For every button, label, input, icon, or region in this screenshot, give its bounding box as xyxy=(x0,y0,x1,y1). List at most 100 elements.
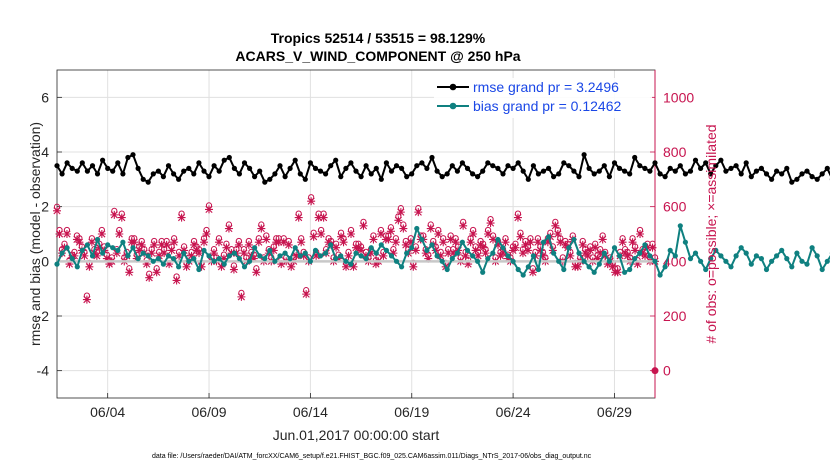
obs-assimilated-marker xyxy=(82,295,91,304)
rmse-point xyxy=(287,165,293,171)
rmse-point xyxy=(84,168,90,174)
obs-assimilated-marker xyxy=(204,205,213,214)
obs-assimilated-marker xyxy=(147,249,156,258)
obs-count-point xyxy=(160,246,169,258)
rmse-point xyxy=(475,174,481,180)
obs-count-point xyxy=(486,215,495,228)
rmse-point xyxy=(505,163,511,169)
obs-assimilated-marker xyxy=(117,213,126,222)
bias-point xyxy=(606,258,613,264)
bias-point xyxy=(677,223,683,229)
obs-assimilated-marker xyxy=(461,251,470,260)
rmse-point xyxy=(601,163,607,169)
obs-assimilated-marker xyxy=(593,254,602,263)
obs-count-point xyxy=(518,246,527,258)
rmse-point xyxy=(515,160,521,166)
bias-point xyxy=(464,247,471,253)
obs-assimilated-marker xyxy=(257,224,266,233)
rmse-point xyxy=(490,163,496,169)
obs-assimilated-marker xyxy=(249,254,258,263)
obs-assimilated-marker xyxy=(513,213,522,222)
y-tick-label: -2 xyxy=(37,308,50,324)
obs-count-point xyxy=(434,226,443,238)
obs-assimilated-marker xyxy=(319,213,328,222)
bias-point xyxy=(155,256,161,262)
obs-count-point xyxy=(459,218,468,230)
bias-point xyxy=(819,266,825,273)
obs-assimilated-marker xyxy=(209,249,218,258)
bias-point xyxy=(470,253,476,259)
obs-assimilated-marker xyxy=(553,230,562,238)
rmse-point xyxy=(637,163,643,169)
rmse-point xyxy=(540,168,547,174)
obs-assimilated-marker xyxy=(596,249,605,258)
obs-assimilated-marker xyxy=(182,262,191,271)
rmse-point xyxy=(551,174,557,180)
bias-point xyxy=(404,250,410,256)
bias-point xyxy=(262,256,268,262)
rmse-point xyxy=(383,160,389,166)
bias-point xyxy=(399,264,405,270)
rmse-point xyxy=(252,174,258,180)
bias-point xyxy=(69,256,75,262)
bias-point xyxy=(191,256,197,262)
bias-point xyxy=(769,258,775,264)
rmse-point xyxy=(546,165,552,171)
bias-point xyxy=(130,245,136,251)
obs-assimilated-marker xyxy=(613,268,622,277)
obs-assimilated-marker xyxy=(75,238,84,247)
obs-assimilated-marker xyxy=(494,240,503,249)
obs-assimilated-marker xyxy=(279,238,288,247)
y-tick-label: -4 xyxy=(37,363,50,379)
obs-count-point xyxy=(284,237,293,249)
rmse-point xyxy=(226,154,232,161)
legend-bias-label: bias grand pr = 0.12462 xyxy=(473,98,621,114)
obs-count-point xyxy=(513,210,522,222)
rmse-point xyxy=(728,165,734,171)
obs-assimilated-marker xyxy=(299,251,308,260)
obs-assimilated-marker xyxy=(229,265,238,274)
bias-point xyxy=(642,242,648,248)
obs-assimilated-marker xyxy=(237,292,246,301)
obs-assimilated-marker xyxy=(244,240,253,249)
bias-point xyxy=(59,250,65,256)
obs-count-point xyxy=(55,226,64,238)
obs-assimilated-marker xyxy=(409,262,418,271)
rmse-point xyxy=(64,160,70,166)
obs-assimilated-marker xyxy=(501,238,510,247)
obs-assimilated-marker xyxy=(60,243,69,252)
rmse-point xyxy=(171,171,177,177)
bias-point xyxy=(692,250,699,256)
bias-point xyxy=(784,256,790,262)
rmse-point xyxy=(439,174,445,180)
rmse-point xyxy=(591,171,597,177)
rmse-point xyxy=(348,160,354,166)
bias-point xyxy=(247,258,253,264)
obs-count-point xyxy=(200,235,209,247)
obs-assimilated-marker xyxy=(175,251,184,260)
obs-count-point xyxy=(152,265,161,277)
obs-count-point xyxy=(586,243,595,255)
obs-count-point xyxy=(204,202,213,214)
bias-point xyxy=(383,247,389,253)
bias-point xyxy=(317,253,324,259)
obs-assimilated-marker xyxy=(359,221,368,230)
rmse-point xyxy=(353,168,359,174)
rmse-point xyxy=(393,163,400,169)
obs-assimilated-marker xyxy=(307,197,316,206)
bias-point xyxy=(358,253,364,259)
rmse-point xyxy=(779,171,785,177)
bias-point xyxy=(738,245,744,251)
rmse-point xyxy=(520,168,526,174)
bias-point xyxy=(596,261,602,267)
obs-assimilated-marker xyxy=(53,206,61,215)
obs-assimilated-marker xyxy=(411,246,420,255)
rmse-point xyxy=(221,157,227,163)
rmse-point xyxy=(495,165,501,171)
rmse-point xyxy=(211,163,217,169)
obs-assimilated-marker xyxy=(446,235,455,244)
obs-count-point xyxy=(53,203,61,215)
obs-assimilated-marker xyxy=(394,216,403,225)
bias-point xyxy=(449,256,455,262)
obs-assimilated-marker xyxy=(254,238,263,247)
